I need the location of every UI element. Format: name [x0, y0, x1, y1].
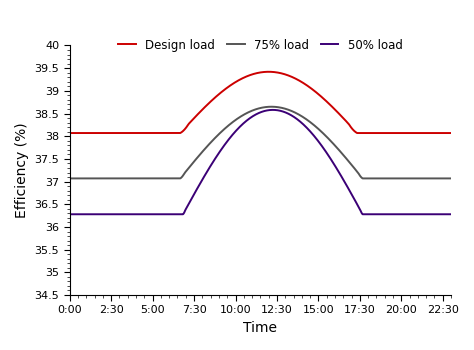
50% load [213, 155, 219, 160]
Design load [110, 131, 116, 135]
50% load [110, 212, 116, 216]
Design load [133, 131, 139, 135]
75% load [67, 176, 73, 181]
Design load [67, 131, 73, 135]
75% load [110, 176, 116, 181]
Design load [448, 131, 454, 135]
Design load [266, 70, 272, 74]
75% load [441, 176, 447, 181]
50% load [400, 212, 405, 216]
Design load [230, 82, 236, 86]
Line: Design load: Design load [70, 72, 451, 133]
Line: 50% load: 50% load [70, 110, 451, 214]
75% load [448, 176, 454, 181]
50% load [448, 212, 454, 216]
75% load [400, 176, 406, 181]
50% load [229, 133, 235, 137]
50% load [441, 212, 447, 216]
75% load [133, 176, 139, 181]
Line: 75% load: 75% load [70, 107, 451, 178]
Design load [171, 131, 176, 135]
X-axis label: Time: Time [243, 321, 277, 335]
75% load [213, 135, 219, 139]
75% load [173, 176, 179, 181]
50% load [67, 212, 73, 216]
75% load [230, 120, 236, 124]
Design load [400, 131, 406, 135]
50% load [270, 108, 275, 112]
Design load [213, 94, 219, 99]
50% load [133, 212, 139, 216]
75% load [269, 105, 274, 109]
Y-axis label: Efficiency (%): Efficiency (%) [15, 122, 29, 218]
Legend: Design load, 75% load, 50% load: Design load, 75% load, 50% load [113, 34, 408, 56]
Design load [441, 131, 447, 135]
